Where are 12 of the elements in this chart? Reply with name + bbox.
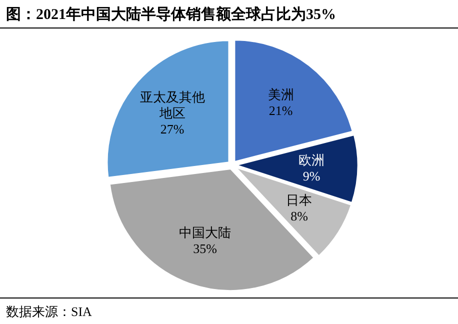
slice-label: 欧洲 (298, 152, 325, 168)
data-label: 9% (302, 168, 320, 184)
data-label: 21% (268, 103, 293, 118)
source-note: 数据来源：SIA (6, 304, 93, 319)
data-label: 8% (290, 208, 308, 224)
chart-title: 图：2021年中国大陆半导体销售额全球占比为35% (6, 5, 336, 23)
slice-label: 中国大陆 (179, 224, 232, 240)
data-label: 35% (193, 240, 218, 256)
slice-label: 日本 (286, 192, 312, 208)
data-label: 27% (160, 121, 184, 136)
slice-label: 亚太及其他地区 (140, 89, 205, 120)
slice-label: 美洲 (268, 87, 294, 102)
